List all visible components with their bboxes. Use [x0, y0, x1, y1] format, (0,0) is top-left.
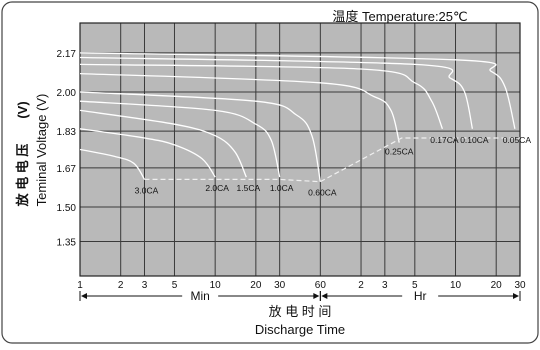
curve-0.60CA — [79, 91, 321, 182]
x-tick-label: 3 — [142, 280, 148, 291]
unit-label-hr: Hr — [414, 289, 427, 303]
x-tick-label: 2 — [358, 280, 364, 291]
x-tick-label: 2 — [118, 280, 124, 291]
y-tick-label: 2.17 — [57, 49, 77, 60]
curve-2.0CA — [79, 128, 216, 178]
y-axis-label-cn: 放 电 电 压 — [15, 144, 30, 208]
chart-title: 温度 Temperature:25℃ — [332, 9, 467, 24]
y-axis-label-en: Teminal Voltage (V) — [34, 94, 49, 207]
y-tick-label: 1.50 — [57, 203, 77, 214]
x-tick-label: 3 — [382, 280, 388, 291]
series-label: 0.60CA — [308, 188, 337, 198]
series-label: 0.05CA — [503, 135, 532, 145]
cutoff-voltage-line — [144, 137, 520, 183]
x-axis-label-en: Discharge Time — [255, 322, 345, 337]
x-axis-label-cn: 放 电 时 间 — [269, 304, 332, 319]
y-tick-label: 1.35 — [57, 238, 77, 249]
series-label: 0.10CA — [460, 135, 489, 145]
x-tick-label: 60 — [315, 280, 327, 291]
x-tick-label: 20 — [250, 280, 262, 291]
curve-0.10CA — [79, 56, 474, 129]
arrow-left-icon — [81, 293, 87, 299]
y-tick-label: 1.67 — [57, 164, 77, 175]
x-tick-label: 1 — [77, 280, 83, 291]
x-tick-label: 30 — [274, 280, 286, 291]
curve-3.0CA — [79, 148, 146, 180]
curve-0.25CA — [79, 72, 400, 143]
y-axis: 2.17 2.00 1.83 1.67 1.50 1.35 — [57, 49, 77, 249]
curve-0.05CA — [79, 52, 516, 129]
series-label: 2.0CA — [205, 183, 229, 193]
arrow-left-icon — [321, 293, 328, 299]
time-unit-bar: Min Hr — [79, 289, 521, 303]
arrow-right-icon — [513, 293, 519, 299]
x-tick-label: 5 — [172, 280, 178, 291]
x-tick-label: 10 — [450, 280, 462, 291]
series-label: 1.0CA — [270, 183, 294, 193]
curve-0.17CA — [79, 63, 444, 130]
y-tick-label: 1.83 — [57, 127, 77, 138]
y-axis-unit: (V) — [15, 101, 30, 118]
arrow-right-icon — [313, 293, 320, 299]
series-label: 1.5CA — [237, 183, 261, 193]
y-tick-label: 2.00 — [57, 88, 77, 99]
series-label: 0.25CA — [385, 147, 414, 157]
x-tick-label: 10 — [210, 280, 222, 291]
curve-1.5CA — [79, 109, 247, 178]
x-axis: 1 2 3 5 10 20 30 60 2 3 5 10 20 30 — [77, 280, 526, 291]
curve-1.0CA — [79, 100, 281, 178]
x-tick-label: 30 — [514, 280, 526, 291]
x-tick-label: 20 — [491, 280, 503, 291]
series-label: 3.0CA — [135, 185, 159, 195]
series-curves — [79, 52, 516, 182]
x-tick-label: 5 — [412, 280, 418, 291]
unit-label-min: Min — [191, 289, 210, 303]
series-label: 0.17CA — [430, 135, 459, 145]
